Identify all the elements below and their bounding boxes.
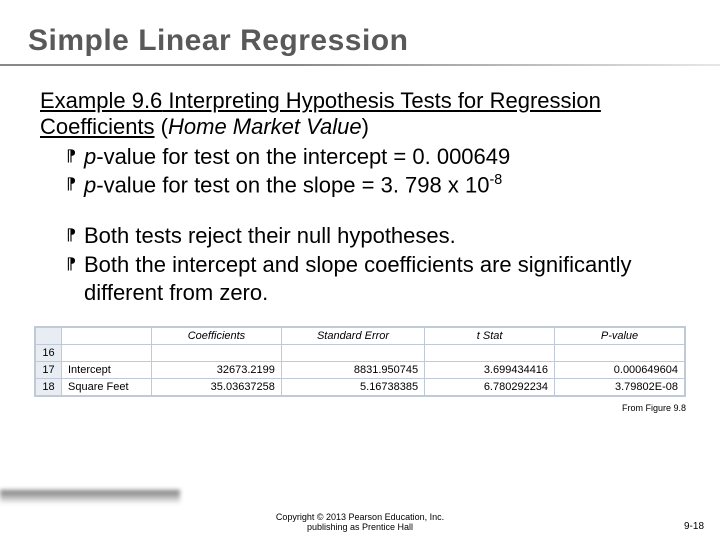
bullet-item: ⁋ p-value for test on the intercept = 0.… xyxy=(66,143,686,172)
copyright-footer: Copyright © 2013 Pearson Education, Inc.… xyxy=(0,512,720,532)
row-id: 17 xyxy=(36,362,62,379)
table-cell: 3.699434416 xyxy=(425,362,555,379)
row-id: 18 xyxy=(36,379,62,396)
bullet-item: ⁋ Both the intercept and slope coefficie… xyxy=(66,251,686,308)
table-cell: 8831.950745 xyxy=(281,362,424,379)
table-row: 16 xyxy=(36,345,685,362)
table-cell: 0.000649604 xyxy=(555,362,685,379)
decorative-shadow xyxy=(0,490,180,504)
bullet-text: Both the intercept and slope coefficient… xyxy=(84,251,686,308)
example-heading: Example 9.6 Interpreting Hypothesis Test… xyxy=(40,88,686,141)
table-cell: 5.16738385 xyxy=(281,379,424,396)
table-cell xyxy=(62,345,152,362)
example-context: Home Market Value xyxy=(168,114,362,139)
footer-line-1: Copyright © 2013 Pearson Education, Inc. xyxy=(276,512,444,522)
row-id: 16 xyxy=(36,345,62,362)
bullet-item: ⁋ Both tests reject their null hypothese… xyxy=(66,222,686,251)
table-header: P-value xyxy=(555,328,685,345)
table-cell: Intercept xyxy=(62,362,152,379)
bullets-group-1: ⁋ p-value for test on the intercept = 0.… xyxy=(40,143,686,201)
table-row: 18 Square Feet 35.03637258 5.16738385 6.… xyxy=(36,379,685,396)
table-header: Coefficients xyxy=(152,328,282,345)
regression-table: Coefficients Standard Error t Stat P-val… xyxy=(34,326,686,397)
table-cell xyxy=(281,345,424,362)
bullet-rest: -value for test on the slope = 3. 798 x … xyxy=(96,173,489,198)
table-row: 17 Intercept 32673.2199 8831.950745 3.69… xyxy=(36,362,685,379)
table-header-row: Coefficients Standard Error t Stat P-val… xyxy=(36,328,685,345)
table-cell: 35.03637258 xyxy=(152,379,282,396)
example-label-prefix: Example 9.6 xyxy=(40,88,162,113)
bullet-rest: -value for test on the intercept = 0. 00… xyxy=(96,144,510,169)
table-cell: 32673.2199 xyxy=(152,362,282,379)
figure-caption: From Figure 9.8 xyxy=(0,403,686,413)
table-cell: Square Feet xyxy=(62,379,152,396)
bullet-text: p-value for test on the slope = 3. 798 x… xyxy=(84,171,686,200)
table-cell: 3.79802E-08 xyxy=(555,379,685,396)
bullet-icon: ⁋ xyxy=(66,171,84,199)
table-cell: 6.780292234 xyxy=(425,379,555,396)
slide-title: Simple Linear Regression xyxy=(0,0,720,58)
bullet-icon: ⁋ xyxy=(66,251,84,279)
page-number: 9-18 xyxy=(684,521,704,532)
bullet-text: p-value for test on the intercept = 0. 0… xyxy=(84,143,686,172)
footer-line-2: publishing as Prentice Hall xyxy=(307,522,413,532)
bullet-icon: ⁋ xyxy=(66,222,84,250)
bullet-icon: ⁋ xyxy=(66,143,84,171)
content-area: Example 9.6 Interpreting Hypothesis Test… xyxy=(0,66,720,308)
bullet-text: Both tests reject their null hypotheses. xyxy=(84,222,686,251)
table-header: t Stat xyxy=(425,328,555,345)
table-corner xyxy=(36,328,62,345)
table-cell xyxy=(152,345,282,362)
bullet-item: ⁋ p-value for test on the slope = 3. 798… xyxy=(66,171,686,200)
bullet-italic: p xyxy=(84,173,96,198)
table-cell xyxy=(425,345,555,362)
table-header: Standard Error xyxy=(281,328,424,345)
bullet-sup: -8 xyxy=(489,172,502,188)
bullets-group-2: ⁋ Both tests reject their null hypothese… xyxy=(40,222,686,308)
table-header xyxy=(62,328,152,345)
bullet-italic: p xyxy=(84,144,96,169)
table-cell xyxy=(555,345,685,362)
